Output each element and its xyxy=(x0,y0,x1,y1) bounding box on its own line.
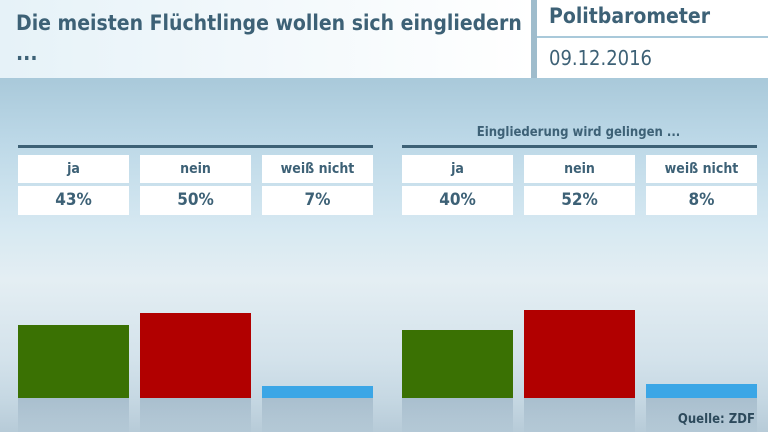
value-label: 40% xyxy=(402,186,513,215)
bar-reflection xyxy=(402,398,513,432)
panel-rule xyxy=(18,145,373,148)
value-label: 52% xyxy=(524,186,635,215)
bar-reflection xyxy=(18,398,129,432)
bar xyxy=(646,384,757,398)
panel-subtitle: Eingliederung wird gelingen ... xyxy=(476,125,681,140)
bar-reflection xyxy=(524,398,635,432)
category-label: weiß nicht xyxy=(262,155,373,183)
brand-label: Politbarometer xyxy=(537,0,768,36)
category-label: nein xyxy=(524,155,635,183)
source-label: Quelle: ZDF xyxy=(677,412,755,427)
bar xyxy=(140,313,251,398)
chart-title: Die meisten Flüchtlinge wollen sich eing… xyxy=(0,0,531,78)
value-label: 43% xyxy=(18,186,129,215)
bar xyxy=(262,386,373,398)
category-label: ja xyxy=(402,155,513,183)
category-label: ja xyxy=(18,155,129,183)
bar-reflection xyxy=(140,398,251,432)
category-label: nein xyxy=(140,155,251,183)
value-label: 50% xyxy=(140,186,251,215)
category-label: weiß nicht xyxy=(646,155,757,183)
date-label: 09.12.2016 xyxy=(537,38,768,78)
bar xyxy=(402,330,513,398)
header-divider xyxy=(531,0,537,78)
value-label: 8% xyxy=(646,186,757,215)
bar-reflection xyxy=(262,398,373,432)
bar xyxy=(18,324,129,398)
bar xyxy=(524,309,635,398)
value-label: 7% xyxy=(262,186,373,215)
panel-rule xyxy=(402,145,757,148)
bar-reflection xyxy=(646,398,757,432)
